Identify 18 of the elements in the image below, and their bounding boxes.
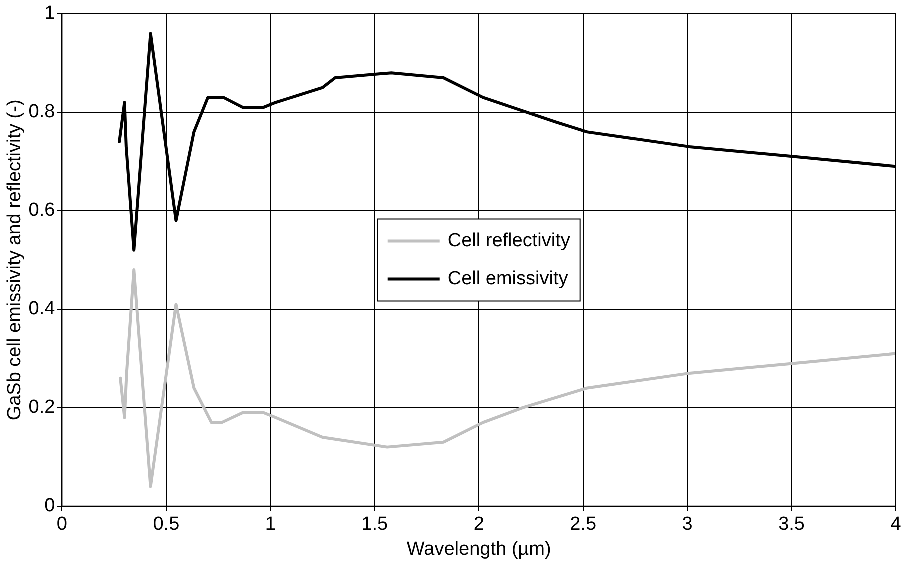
x-tick-label: 1 (265, 514, 276, 536)
x-tick-label: 0.5 (153, 514, 180, 536)
y-tick-label: 0.6 (28, 200, 56, 222)
legend-label: Cell emissivity (448, 268, 569, 290)
x-tick-label: 2 (474, 514, 484, 536)
y-axis-title: GaSb cell emissivity and reflectivity (-) (4, 100, 26, 421)
x-axis-title: Wavelength (µm) (406, 538, 552, 560)
x-tick-label: 3 (682, 514, 693, 536)
legend-label: Cell reflectivity (448, 230, 571, 252)
y-tick-label: 1 (44, 3, 56, 24)
y-tick-label: 0.2 (28, 397, 56, 418)
y-tick-label: 0.4 (28, 298, 56, 320)
y-tick-label: 0.8 (28, 102, 56, 123)
x-tick-label: 1.5 (362, 514, 388, 536)
y-tick-label: 0 (44, 496, 56, 517)
x-tick-label: 2.5 (570, 514, 597, 536)
x-tick-label: 4 (890, 514, 902, 536)
x-tick-label: 3.5 (778, 514, 805, 536)
